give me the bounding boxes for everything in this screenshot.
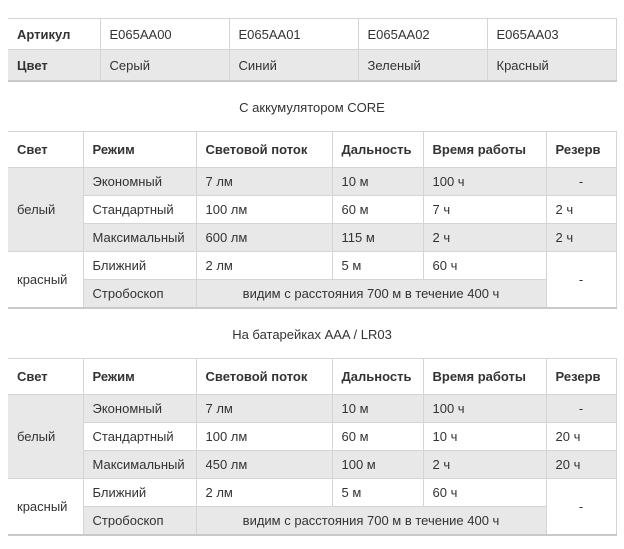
spec-row-near: красный Ближний 2 лм 5 м 60 ч - [8, 251, 617, 308]
column-header-runtime: Время работы [423, 131, 547, 168]
spec-row-economy: белый Экономный 7 лм 10 м 100 ч - [8, 167, 617, 252]
spec-header-row: Свет Режим Световой поток Дальность Врем… [8, 131, 617, 168]
flux-cell: 2 лм [196, 478, 333, 507]
core-spec-table: Свет Режим Световой поток Дальность Врем… [8, 131, 617, 309]
color-value: Зеленый [358, 49, 488, 81]
flux-cell: 7 лм [196, 167, 333, 196]
reserve-cell: - [546, 394, 617, 423]
article-label: Артикул [8, 18, 101, 50]
light-cell-red: красный [8, 478, 84, 535]
column-header-reserve: Резерв [546, 131, 617, 168]
runtime-cell: 2 ч [423, 450, 547, 479]
mode-cell: Ближний [83, 478, 197, 507]
spec-row-near: красный Ближний 2 лм 5 м 60 ч - [8, 478, 617, 535]
distance-cell: 10 м [332, 167, 424, 196]
column-header-light: Свет [8, 131, 84, 168]
section-heading-aaa: На батарейках AAA / LR03 [232, 327, 392, 342]
runtime-cell: 60 ч [423, 478, 547, 507]
section-heading-core: С аккумулятором CORE [239, 100, 385, 115]
light-cell-red: красный [8, 251, 84, 308]
column-header-flux: Световой поток [196, 358, 333, 395]
runtime-cell: 100 ч [423, 167, 547, 196]
mode-cell: Стандартный [83, 195, 197, 224]
spec-header-row: Свет Режим Световой поток Дальность Врем… [8, 358, 617, 395]
reserve-cell: 2 ч [546, 195, 617, 224]
reserve-cell: - [546, 167, 617, 196]
color-row: Цвет Серый Синий Зеленый Красный [8, 49, 617, 81]
column-header-distance: Дальность [332, 131, 424, 168]
flux-cell: 2 лм [196, 251, 333, 280]
flux-cell: 100 лм [196, 422, 333, 451]
distance-cell: 10 м [332, 394, 424, 423]
reserve-merged-cell: - [546, 478, 617, 535]
article-value: E065AA03 [487, 18, 617, 50]
distance-cell: 115 м [332, 223, 424, 252]
column-header-runtime: Время работы [423, 358, 547, 395]
reserve-cell: 2 ч [546, 223, 617, 252]
distance-cell: 5 м [332, 251, 424, 280]
spec-row-economy: белый Экономный 7 лм 10 м 100 ч - [8, 394, 617, 479]
article-value: E065AA02 [358, 18, 488, 50]
runtime-cell: 2 ч [423, 223, 547, 252]
article-value: E065AA01 [229, 18, 359, 50]
distance-cell: 60 м [332, 422, 424, 451]
flux-cell: 7 лм [196, 394, 333, 423]
column-header-mode: Режим [83, 131, 197, 168]
distance-cell: 60 м [332, 195, 424, 224]
mode-cell: Стробоскоп [83, 279, 197, 308]
mode-cell: Максимальный [83, 223, 197, 252]
strobe-note-cell: видим с расстояния 700 м в течение 400 ч [196, 279, 547, 308]
flux-cell: 600 лм [196, 223, 333, 252]
spec-row-max: Максимальный 600 лм 115 м 2 ч 2 ч [8, 223, 617, 252]
column-header-mode: Режим [83, 358, 197, 395]
strobe-note-cell: видим с расстояния 700 м в течение 400 ч [196, 506, 547, 535]
column-header-flux: Световой поток [196, 131, 333, 168]
reserve-merged-cell: - [546, 251, 617, 308]
runtime-cell: 100 ч [423, 394, 547, 423]
column-header-distance: Дальность [332, 358, 424, 395]
spec-row-max: Максимальный 450 лм 100 м 2 ч 20 ч [8, 450, 617, 479]
column-header-reserve: Резерв [546, 358, 617, 395]
article-value: E065AA00 [100, 18, 230, 50]
distance-cell: 100 м [332, 450, 424, 479]
mode-cell: Максимальный [83, 450, 197, 479]
product-table: Артикул E065AA00 E065AA01 E065AA02 E065A… [8, 18, 617, 82]
article-row: Артикул E065AA00 E065AA01 E065AA02 E065A… [8, 18, 617, 50]
runtime-cell: 7 ч [423, 195, 547, 224]
reserve-cell: 20 ч [546, 450, 617, 479]
runtime-cell: 60 ч [423, 251, 547, 280]
mode-cell: Экономный [83, 394, 197, 423]
distance-cell: 5 м [332, 478, 424, 507]
color-label: Цвет [8, 49, 101, 81]
spec-row-standard: Стандартный 100 лм 60 м 7 ч 2 ч [8, 195, 617, 224]
column-header-light: Свет [8, 358, 84, 395]
runtime-cell: 10 ч [423, 422, 547, 451]
spec-row-standard: Стандартный 100 лм 60 м 10 ч 20 ч [8, 422, 617, 451]
color-value: Синий [229, 49, 359, 81]
spec-row-strobe: Стробоскоп видим с расстояния 700 м в те… [8, 506, 616, 535]
flux-cell: 450 лм [196, 450, 333, 479]
mode-cell: Экономный [83, 167, 197, 196]
battery-spec-table: Свет Режим Световой поток Дальность Врем… [8, 358, 617, 536]
flux-cell: 100 лм [196, 195, 333, 224]
light-cell-white: белый [8, 394, 84, 479]
mode-cell: Ближний [83, 251, 197, 280]
spec-row-strobe: Стробоскоп видим с расстояния 700 м в те… [8, 279, 616, 308]
reserve-cell: 20 ч [546, 422, 617, 451]
color-value: Серый [100, 49, 230, 81]
light-cell-white: белый [8, 167, 84, 252]
color-value: Красный [487, 49, 617, 81]
mode-cell: Стробоскоп [83, 506, 197, 535]
mode-cell: Стандартный [83, 422, 197, 451]
